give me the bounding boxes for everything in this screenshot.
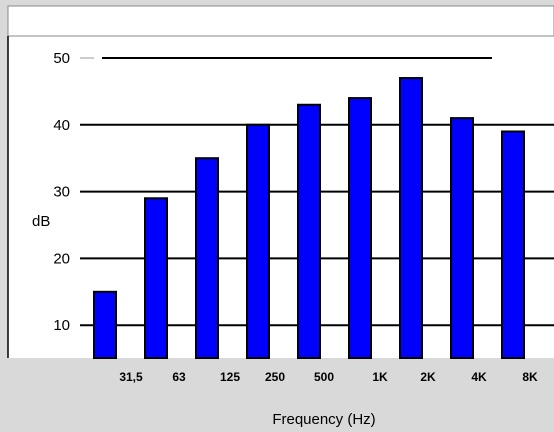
y-tick-label: 10 — [53, 317, 70, 334]
x-tick-label: 2K — [420, 370, 436, 384]
x-tick-labels: 31,5 63 125 250 500 1K 2K 4K 8K — [119, 370, 538, 384]
bar — [399, 77, 423, 359]
bar — [297, 103, 321, 360]
y-tick-label: 20 — [53, 250, 70, 267]
bar — [195, 157, 219, 359]
x-tick-label: 31,5 — [119, 370, 143, 384]
y-tick-label: 50 — [53, 50, 70, 67]
x-tick-label: 250 — [265, 370, 285, 384]
y-tick-labels: 10 20 30 40 50 — [53, 50, 70, 334]
x-tick-label: 4K — [471, 370, 487, 384]
bar — [144, 197, 168, 359]
x-tick-label: 1K — [372, 370, 388, 384]
x-axis-label: Frequency (Hz) — [272, 411, 375, 428]
bars — [93, 77, 525, 360]
y-tick-label: 40 — [53, 117, 70, 134]
x-tick-label: 125 — [220, 370, 240, 384]
bar — [93, 290, 117, 359]
bar — [501, 130, 525, 359]
bar — [348, 97, 372, 360]
x-tick-label: 63 — [172, 370, 186, 384]
y-axis-label: dB — [32, 213, 50, 230]
bar — [450, 117, 474, 360]
bar — [246, 123, 270, 359]
top-strip — [7, 5, 554, 37]
x-tick-label: 500 — [314, 370, 334, 384]
x-tick-label: 8K — [522, 370, 538, 384]
y-tick-label: 30 — [53, 184, 70, 201]
